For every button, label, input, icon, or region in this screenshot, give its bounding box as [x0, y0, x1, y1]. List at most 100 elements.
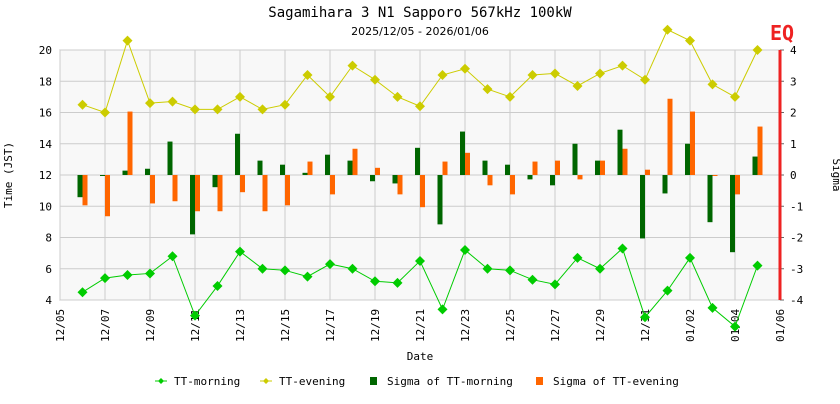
bar-sigma-evening — [330, 175, 335, 195]
point-tt-evening — [685, 35, 695, 46]
x-tick-label: 12/15 — [279, 309, 292, 342]
point-tt-morning — [257, 263, 268, 274]
bar-sigma-morning — [572, 143, 578, 175]
y2-tick-label: 1 — [790, 138, 797, 151]
bar-sigma-morning — [77, 175, 83, 198]
point-tt-evening — [392, 91, 403, 102]
bar-sigma-evening — [577, 175, 583, 180]
point-tt-morning — [235, 246, 245, 257]
bar-sigma-evening — [690, 111, 695, 175]
bar-sigma-morning — [212, 175, 218, 188]
point-tt-evening — [505, 91, 515, 102]
bar-sigma-evening — [217, 175, 223, 212]
bar-sigma-morning — [730, 175, 735, 253]
bar-sigma-morning — [302, 172, 308, 175]
point-tt-evening — [595, 68, 605, 79]
point-tt-morning — [212, 280, 223, 291]
bar-sigma-evening — [397, 175, 403, 195]
bar-sigma-morning — [415, 147, 420, 175]
bar-sigma-evening — [442, 161, 448, 175]
legend-label: TT-morning — [174, 375, 240, 388]
point-tt-evening — [640, 74, 650, 85]
bar-sigma-evening — [82, 175, 88, 206]
bar-sigma-evening — [285, 175, 290, 206]
bar-sigma-morning — [392, 175, 398, 184]
point-tt-evening — [707, 79, 718, 90]
point-tt-morning — [392, 277, 403, 288]
bar-sigma-evening — [420, 175, 425, 208]
bar-sigma-evening — [465, 152, 470, 175]
legend-marker — [158, 378, 164, 384]
point-tt-evening — [415, 101, 425, 112]
bar-sigma-morning — [347, 160, 353, 175]
chart-subtitle: 2025/12/05 - 2026/01/06 — [351, 25, 489, 38]
y-tick-label: 12 — [39, 169, 52, 182]
point-tt-evening — [190, 104, 200, 115]
point-tt-evening — [550, 68, 560, 79]
x-tick-label: 12/29 — [594, 309, 607, 342]
y2-tick-label: -3 — [790, 263, 803, 276]
y-tick-label: 18 — [39, 75, 52, 88]
y2-tick-label: -1 — [790, 200, 803, 213]
y-tick-label: 20 — [39, 44, 52, 57]
point-tt-morning — [662, 285, 673, 296]
bar-sigma-evening — [712, 175, 718, 176]
y2-tick-label: -4 — [790, 294, 804, 307]
bar-sigma-evening — [622, 148, 628, 175]
point-tt-evening — [617, 60, 628, 71]
y-tick-label: 14 — [39, 138, 53, 151]
y-tick-label: 10 — [39, 200, 52, 213]
bar-sigma-morning — [145, 168, 150, 175]
point-tt-morning — [100, 273, 110, 284]
x-tick-label: 12/13 — [234, 309, 247, 342]
bar-sigma-morning — [100, 175, 105, 176]
point-tt-evening — [572, 80, 583, 91]
bar-sigma-morning — [617, 129, 623, 175]
bar-sigma-evening — [375, 167, 380, 175]
y2-tick-label: 2 — [790, 107, 797, 120]
bar-sigma-morning — [235, 133, 240, 175]
point-tt-evening — [437, 70, 448, 80]
x-tick-label: 12/25 — [504, 309, 517, 342]
bar-sigma-morning — [370, 175, 375, 182]
point-tt-morning — [302, 271, 313, 282]
point-tt-morning — [437, 304, 448, 315]
bar-sigma-evening — [757, 126, 763, 175]
point-tt-morning — [415, 255, 425, 266]
point-tt-morning — [145, 268, 155, 279]
point-tt-evening — [167, 96, 178, 107]
bar-sigma-evening — [667, 98, 673, 175]
legend-bar-swatch — [536, 377, 543, 385]
point-tt-evening — [370, 74, 380, 85]
bar-sigma-evening — [127, 111, 133, 175]
point-tt-evening — [482, 84, 493, 95]
point-tt-morning — [617, 243, 628, 254]
bar-sigma-morning — [482, 160, 488, 175]
bar-sigma-morning — [167, 141, 173, 175]
bar-sigma-evening — [555, 160, 560, 175]
point-tt-evening — [257, 104, 268, 115]
x-tick-label: 12/05 — [54, 309, 67, 342]
point-tt-morning — [190, 310, 200, 321]
eq-marker: EQ — [770, 21, 794, 45]
y2-tick-label: -2 — [790, 232, 803, 245]
bar-sigma-evening — [487, 175, 493, 186]
bar-sigma-evening — [532, 161, 538, 175]
y-tick-label: 8 — [45, 232, 52, 245]
x-tick-label: 12/27 — [549, 309, 562, 342]
point-tt-morning — [640, 312, 650, 323]
y2-tick-label: 3 — [790, 75, 797, 88]
point-tt-evening — [662, 24, 673, 35]
bar-sigma-morning — [280, 164, 285, 175]
point-tt-morning — [572, 252, 583, 263]
point-tt-evening — [280, 99, 290, 110]
bar-sigma-evening — [735, 175, 740, 195]
point-tt-evening — [730, 91, 740, 102]
bar-sigma-morning — [707, 175, 713, 223]
bar-sigma-evening — [510, 175, 515, 195]
legend-label: Sigma of TT-evening — [553, 375, 679, 388]
chart-title: Sagamihara 3 N1 Sapporo 567kHz 100kW — [268, 5, 572, 21]
point-tt-evening — [100, 107, 110, 118]
